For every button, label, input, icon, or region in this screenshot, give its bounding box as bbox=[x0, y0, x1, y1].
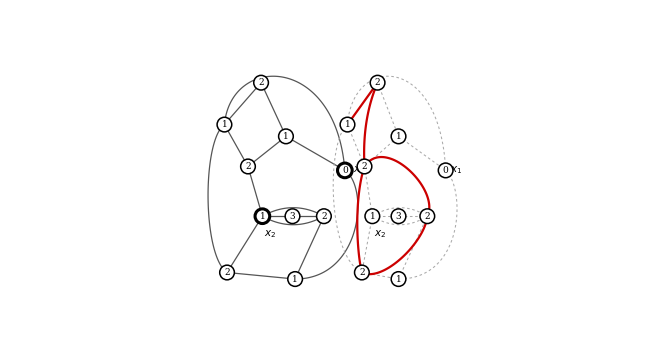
Circle shape bbox=[337, 163, 352, 178]
Circle shape bbox=[219, 265, 234, 280]
Text: 1: 1 bbox=[396, 274, 402, 284]
Circle shape bbox=[420, 209, 435, 223]
Text: 2: 2 bbox=[424, 212, 430, 221]
Text: 1: 1 bbox=[283, 132, 289, 141]
Text: 3: 3 bbox=[290, 212, 295, 221]
Circle shape bbox=[391, 272, 406, 286]
Circle shape bbox=[391, 209, 406, 223]
Text: 1: 1 bbox=[292, 274, 298, 284]
Circle shape bbox=[285, 209, 300, 223]
Circle shape bbox=[255, 209, 270, 223]
Text: 1: 1 bbox=[221, 120, 227, 129]
Circle shape bbox=[357, 159, 372, 174]
Text: $x_1$: $x_1$ bbox=[354, 165, 366, 176]
Text: 0: 0 bbox=[443, 166, 449, 175]
Text: $x_2$: $x_2$ bbox=[373, 228, 386, 240]
Circle shape bbox=[288, 272, 303, 286]
Text: 2: 2 bbox=[375, 78, 381, 87]
Text: 2: 2 bbox=[258, 78, 264, 87]
Text: 1: 1 bbox=[396, 132, 402, 141]
Circle shape bbox=[217, 117, 232, 132]
Circle shape bbox=[354, 265, 369, 280]
Circle shape bbox=[340, 117, 355, 132]
Circle shape bbox=[240, 159, 255, 174]
Text: $x_1$: $x_1$ bbox=[451, 165, 462, 176]
Circle shape bbox=[391, 129, 406, 144]
Circle shape bbox=[438, 163, 453, 178]
Circle shape bbox=[370, 75, 385, 90]
Text: 2: 2 bbox=[224, 268, 230, 277]
Circle shape bbox=[253, 75, 269, 90]
Circle shape bbox=[365, 209, 380, 223]
Text: 2: 2 bbox=[245, 162, 251, 171]
Text: $x_2$: $x_2$ bbox=[264, 228, 276, 240]
Text: 1: 1 bbox=[369, 212, 375, 221]
Text: 1: 1 bbox=[345, 120, 350, 129]
Text: 2: 2 bbox=[362, 162, 367, 171]
Text: 2: 2 bbox=[321, 212, 327, 221]
Circle shape bbox=[278, 129, 293, 144]
Text: 0: 0 bbox=[342, 166, 348, 175]
Circle shape bbox=[316, 209, 331, 223]
Text: 3: 3 bbox=[396, 212, 402, 221]
Text: 2: 2 bbox=[359, 268, 365, 277]
Text: 1: 1 bbox=[259, 212, 265, 221]
